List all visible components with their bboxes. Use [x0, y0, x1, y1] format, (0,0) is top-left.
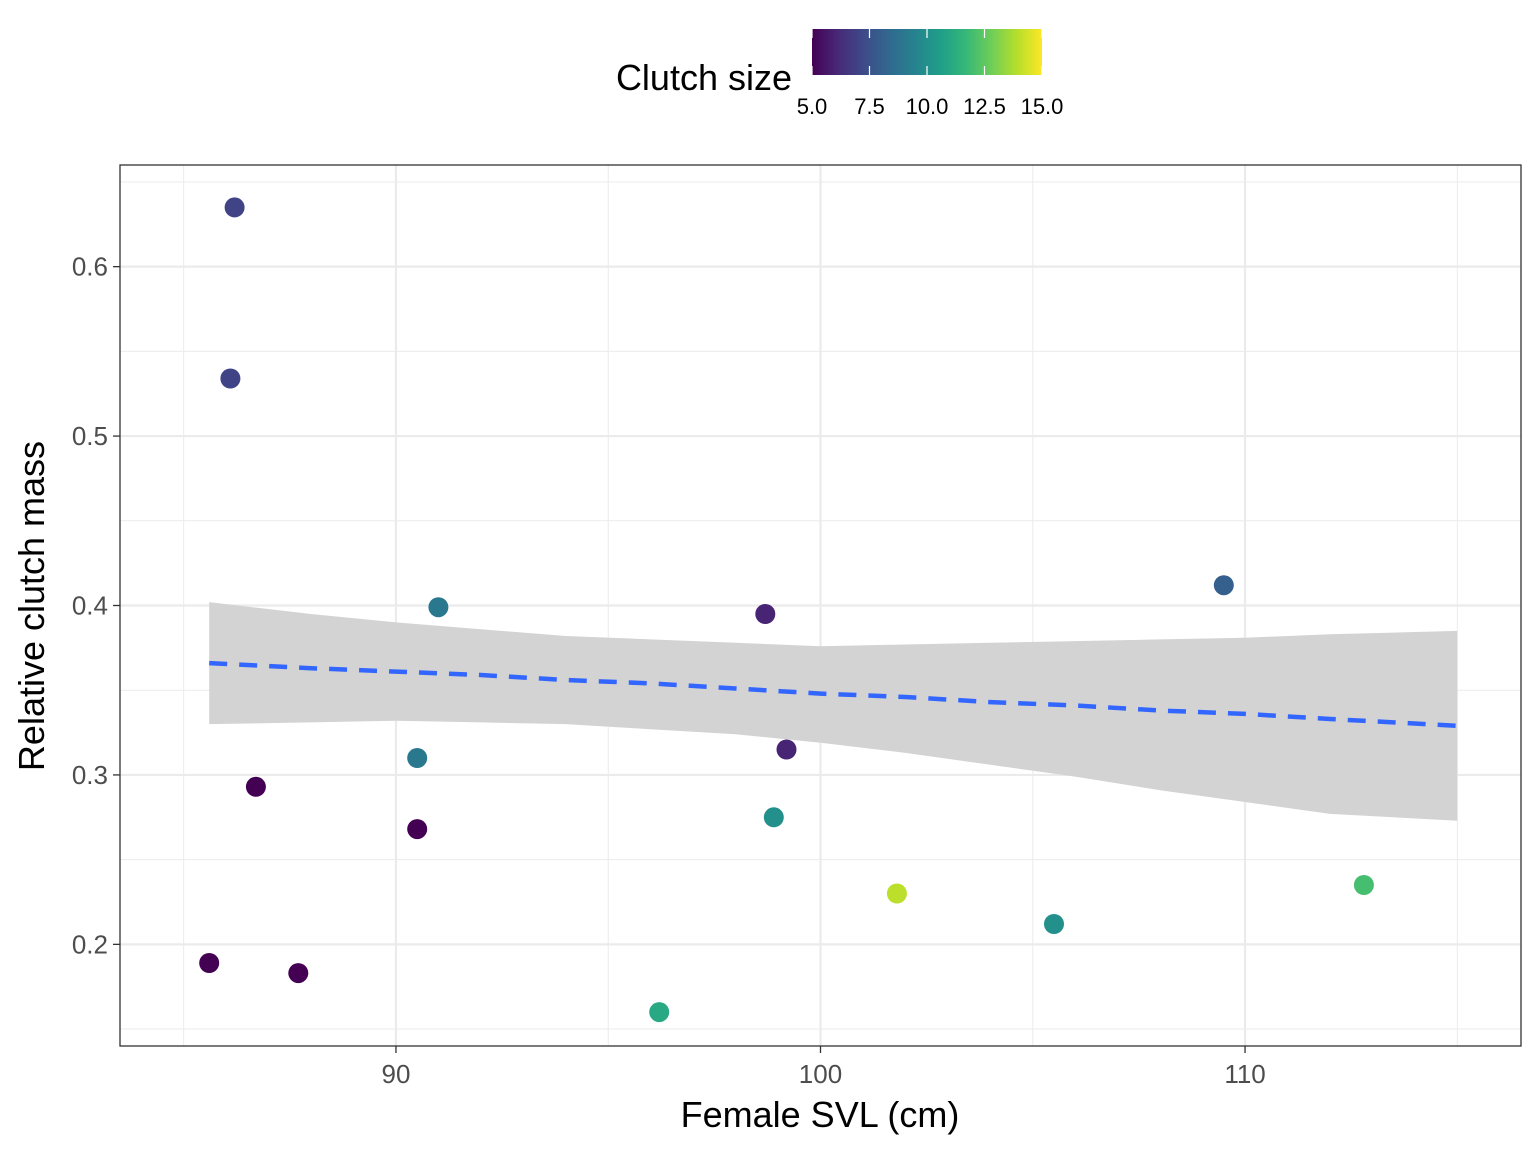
data-point-8 — [649, 1002, 670, 1023]
data-point-11 — [763, 807, 784, 828]
legend-title: Clutch size — [616, 57, 792, 98]
data-point-6 — [407, 748, 428, 768]
legend: Clutch size 5.0 7.5 10.0 12.5 15.0 — [616, 29, 1063, 119]
legend-tick-label-4: 15.0 — [1021, 94, 1064, 119]
legend-tick-label-0: 5.0 — [797, 94, 828, 119]
data-point-5 — [407, 819, 428, 840]
x-tick-label-1: 100 — [799, 1059, 842, 1089]
confidence-band — [209, 602, 1458, 821]
y-tick-label-4: 0.6 — [72, 252, 108, 282]
y-tick-label-0: 0.2 — [72, 929, 108, 959]
data-points — [199, 197, 1374, 1023]
data-point-10 — [776, 739, 797, 760]
data-point-1 — [220, 368, 241, 389]
data-point-9 — [755, 604, 776, 624]
legend-tick-label-3: 12.5 — [963, 94, 1006, 119]
data-point-14 — [1213, 575, 1234, 596]
data-point-15 — [1353, 875, 1374, 895]
y-tick-label-1: 0.3 — [72, 760, 108, 790]
data-point-0 — [224, 197, 245, 218]
plot-panel — [119, 164, 1522, 1047]
y-tick-label-3: 0.5 — [72, 421, 108, 451]
data-point-3 — [199, 953, 220, 973]
y-tick-label-2: 0.4 — [72, 591, 108, 621]
x-tick-label-0: 90 — [381, 1059, 410, 1089]
y-axis-title: Relative clutch mass — [11, 441, 52, 771]
legend-tick-label-2: 10.0 — [906, 94, 949, 119]
data-point-2 — [245, 776, 266, 797]
data-point-13 — [1044, 914, 1064, 934]
x-tick-label-2: 110 — [1224, 1059, 1265, 1089]
data-point-7 — [428, 597, 449, 618]
data-point-12 — [886, 883, 907, 904]
x-axis: 90 100 110 — [381, 1046, 1266, 1089]
legend-tick-label-1: 7.5 — [854, 94, 885, 119]
data-point-4 — [288, 963, 309, 984]
trend-line — [209, 660, 1458, 729]
y-axis: 0.2 0.3 0.4 0.5 0.6 — [72, 252, 120, 959]
legend-ticks: 5.0 7.5 10.0 12.5 15.0 — [797, 29, 1064, 119]
x-axis-title: Female SVL (cm) — [681, 1094, 960, 1135]
